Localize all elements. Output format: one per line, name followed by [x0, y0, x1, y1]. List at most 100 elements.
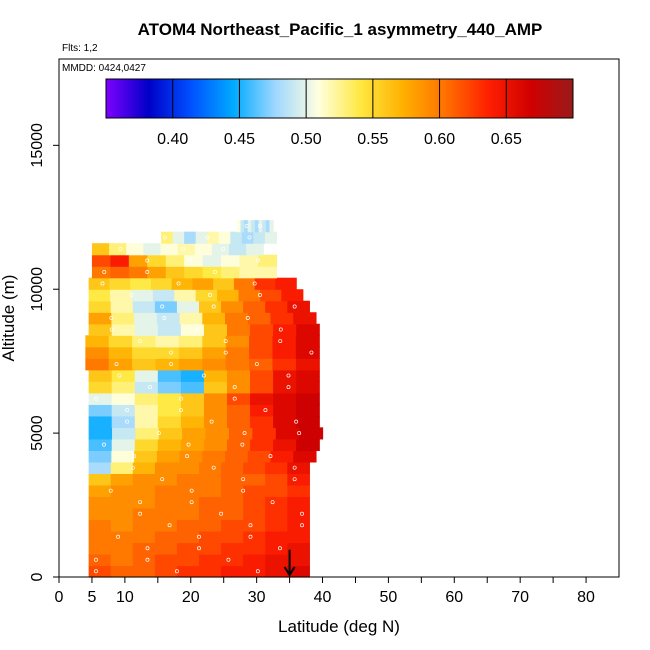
heatmap-cell: [199, 484, 222, 498]
y-tick-label: 15000: [29, 123, 46, 168]
heatmap-cell: [250, 438, 274, 451]
sample-point: [232, 396, 237, 401]
heatmap-cell: [157, 404, 182, 417]
heatmap-cell: [265, 484, 288, 498]
heatmap-cell: [221, 484, 244, 498]
heatmap-cell: [273, 392, 297, 405]
sample-point: [252, 281, 257, 286]
x-axis-label: Latitude (deg N): [278, 617, 400, 636]
sample-point: [211, 465, 216, 470]
heatmap-cell: [154, 565, 178, 578]
heatmap-cell: [180, 404, 205, 417]
heatmap-cell: [221, 542, 244, 555]
heatmap-cell: [221, 266, 241, 279]
heatmap-cell: [180, 381, 205, 394]
heatmap-cell: [295, 346, 320, 359]
sample-point: [292, 477, 297, 482]
heatmap-cell: [88, 289, 111, 302]
x-tick-label: 40: [314, 589, 332, 606]
heatmap-cell: [239, 254, 259, 267]
heatmap-cell: [128, 254, 148, 267]
sample-point: [263, 408, 268, 413]
y-tick-label: 0: [29, 572, 46, 581]
heatmap-cell: [295, 335, 320, 348]
heatmap-cell: [287, 484, 310, 498]
heatmap-cell: [154, 300, 178, 313]
sample-point: [242, 431, 247, 436]
heatmap-cell: [134, 381, 159, 394]
heatmap-cell: [270, 450, 294, 463]
heatmap-cell: [109, 243, 127, 256]
heatmap-cell: [130, 277, 152, 290]
heatmap-cell: [88, 496, 112, 509]
heatmap-cell: [203, 404, 228, 417]
colorbar-tick-label: 0.65: [491, 131, 522, 148]
heatmap-cell: [88, 473, 112, 486]
heatmap-cell: [264, 231, 278, 244]
heatmap-cell: [110, 473, 134, 486]
heatmap-cell: [244, 220, 249, 233]
heatmap-cell: [88, 323, 113, 336]
heatmap-cell: [109, 277, 131, 290]
sample-points: [94, 223, 314, 574]
heatmap-cell: [110, 266, 130, 279]
heatmap-cell: [258, 220, 263, 233]
heatmap-cell: [293, 450, 317, 463]
heatmap-cell: [132, 484, 156, 498]
heatmap-cell: [287, 473, 310, 486]
heatmap-cell: [199, 553, 222, 567]
heatmap-cell: [221, 553, 244, 567]
heatmap-cell: [270, 312, 294, 325]
heatmap-cell: [111, 415, 136, 428]
heatmap-cell: [273, 381, 297, 394]
sample-point: [292, 304, 297, 309]
heatmap-cell: [275, 277, 297, 290]
sample-point: [94, 396, 99, 401]
heatmap-cell: [287, 519, 310, 532]
heatmap-cell: [213, 277, 235, 290]
sample-point: [219, 511, 224, 516]
heatmap-cell: [211, 243, 230, 256]
sample-point: [300, 523, 304, 528]
heatmap-cell: [110, 254, 130, 267]
sample-point: [205, 235, 210, 240]
heatmap-cell: [203, 438, 228, 451]
sample-point: [114, 362, 119, 366]
sample-point: [257, 293, 262, 297]
heatmap-cell: [243, 300, 266, 313]
heatmap-cell: [203, 381, 228, 394]
sample-point: [129, 293, 134, 297]
sample-point: [102, 270, 107, 274]
sample-point: [130, 465, 135, 470]
heatmap-cell: [132, 507, 156, 521]
heatmap-cell: [132, 565, 156, 578]
heatmap-cell: [227, 323, 251, 336]
x-tick-label: 30: [248, 589, 266, 606]
sample-point: [185, 454, 190, 459]
heatmap-cell: [257, 254, 278, 267]
heatmap-cell: [110, 519, 134, 532]
heatmap-cell: [110, 542, 134, 555]
heatmap-cell: [252, 427, 277, 440]
heatmap-cell: [249, 335, 274, 348]
heatmap-cell: [243, 553, 266, 567]
sample-point: [178, 396, 183, 401]
heatmap-cell: [154, 542, 178, 555]
heatmap-cell: [108, 346, 133, 359]
heatmap-cell: [180, 415, 205, 428]
sample-point: [209, 419, 214, 424]
colorbar-tick-label: 0.40: [157, 131, 188, 148]
heatmap-cell: [91, 254, 111, 267]
heatmap-cell: [180, 323, 205, 336]
heatmap-cell: [299, 427, 324, 440]
sample-point: [270, 500, 275, 505]
heatmap-cell: [132, 300, 156, 313]
sample-point: [186, 442, 191, 447]
sample-point: [278, 339, 283, 343]
heatmap-cell: [253, 231, 266, 244]
heatmap-cell: [147, 266, 167, 279]
sample-point: [256, 258, 260, 263]
heatmap-cell: [247, 220, 252, 233]
sample-point: [248, 523, 253, 528]
heatmap-cell: [265, 530, 288, 544]
